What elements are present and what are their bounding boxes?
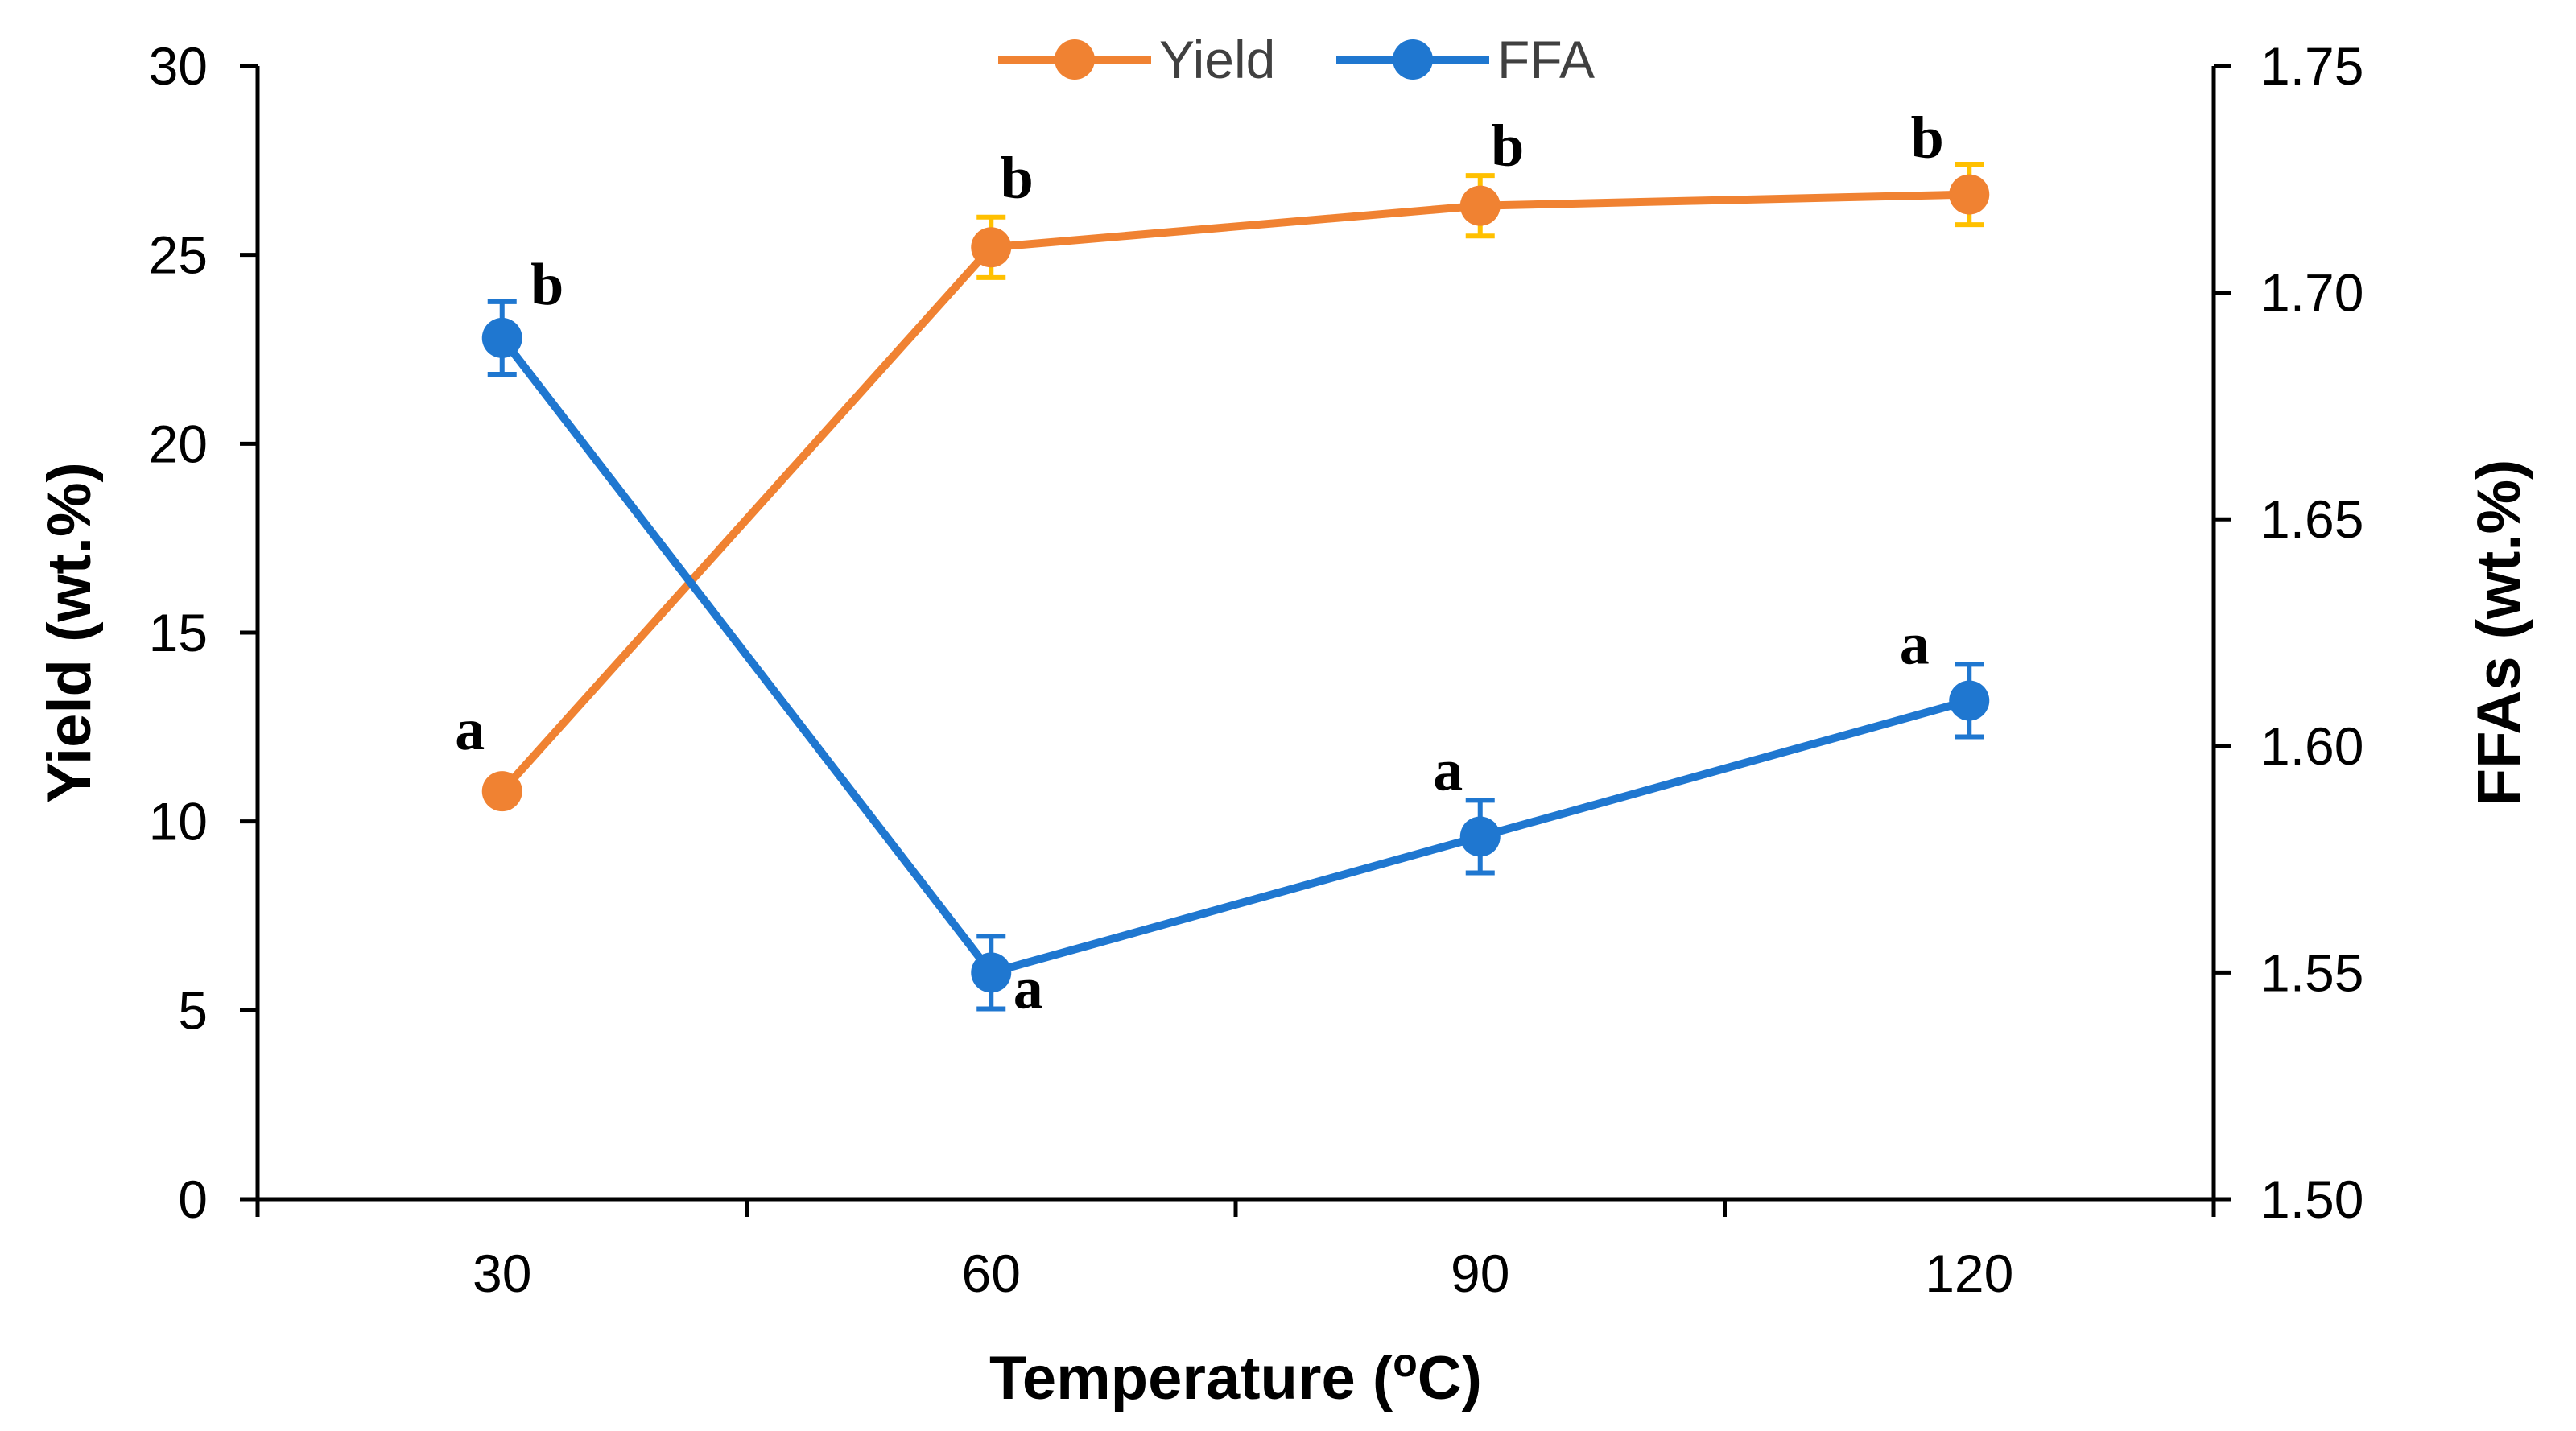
- significance-label: a: [455, 697, 485, 763]
- data-point-ffa: [1949, 680, 1990, 721]
- right-y-tick-label: 1.70: [2260, 263, 2363, 323]
- left-y-tick-label: 0: [178, 1169, 208, 1229]
- significance-label: a: [1433, 737, 1463, 803]
- significance-label: b: [1911, 105, 1944, 171]
- legend-label: FFA: [1497, 30, 1595, 89]
- ticks: 0 5 10 15 20 25 30 1.50 1.55 1.60 1.65 1.70 1.75 30 60…: [149, 36, 2364, 1303]
- significance-label: b: [1491, 113, 1524, 179]
- significance-label: a: [1013, 955, 1043, 1021]
- series-layer: a b b b b a a a: [455, 105, 1990, 1021]
- x-tick-label: 30: [473, 1243, 531, 1303]
- left-y-tick-label: 5: [178, 980, 208, 1040]
- significance-label: a: [1900, 611, 1930, 677]
- significance-label: b: [530, 252, 564, 318]
- data-point-ffa: [971, 952, 1012, 993]
- x-axis-title-superscript: o: [1393, 1340, 1418, 1385]
- x-tick-label: 60: [962, 1243, 1021, 1303]
- right-y-tick-label: 1.55: [2260, 942, 2363, 1002]
- legend-label: Yield: [1159, 30, 1275, 89]
- right-y-tick-label: 1.60: [2260, 716, 2363, 776]
- left-y-tick-label: 20: [149, 414, 208, 473]
- left-y-axis-title: Yield (wt.%): [35, 462, 104, 803]
- legend: Yield FFA: [998, 30, 1595, 89]
- right-y-tick-label: 1.65: [2260, 489, 2363, 549]
- legend-item-ffa: FFA: [1336, 30, 1595, 89]
- left-y-tick-label: 25: [149, 225, 208, 285]
- left-y-tick-label: 30: [149, 36, 208, 96]
- right-y-tick-label: 1.50: [2260, 1169, 2363, 1229]
- series-ffa: b a a a: [481, 252, 1990, 1021]
- legend-item-yield: Yield: [998, 30, 1275, 89]
- series-yield: a b b b: [455, 105, 1990, 812]
- right-y-axis-title: FFAs (wt.%): [2465, 460, 2533, 806]
- x-tick-label: 120: [1925, 1243, 2013, 1303]
- right-y-tick-label: 1.75: [2260, 36, 2363, 96]
- data-point-yield: [1459, 185, 1501, 226]
- left-y-tick-label: 10: [149, 792, 208, 852]
- x-axis-title: Temperature (oC): [989, 1340, 1482, 1412]
- data-point-yield: [481, 771, 522, 812]
- significance-label: b: [1001, 145, 1034, 211]
- left-y-tick-label: 15: [149, 603, 208, 662]
- data-point-yield: [1949, 174, 1990, 215]
- series-line-yield: [499, 190, 1970, 794]
- x-tick-label: 90: [1451, 1243, 1509, 1303]
- legend-swatch-marker: [1055, 39, 1095, 80]
- data-point-yield: [971, 227, 1012, 268]
- data-point-ffa: [481, 317, 522, 358]
- series-line-ffa: [498, 335, 1971, 977]
- legend-swatch-marker: [1393, 39, 1433, 80]
- data-point-ffa: [1459, 816, 1501, 857]
